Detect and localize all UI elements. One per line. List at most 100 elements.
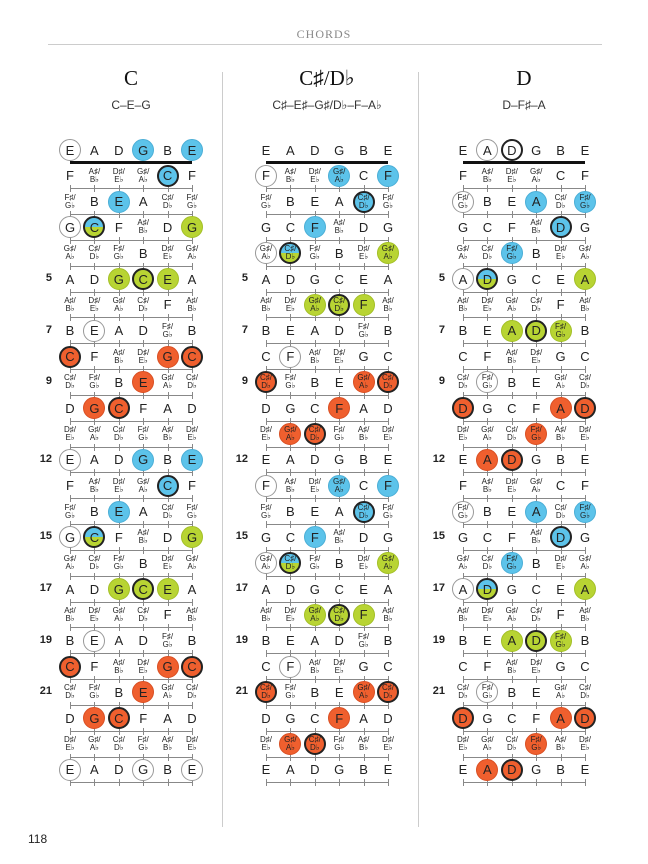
fret-line xyxy=(70,756,192,758)
chord-note-marker: G xyxy=(59,526,81,549)
string-tick xyxy=(94,676,96,684)
fret-note: A xyxy=(377,268,399,290)
root-note-marker: C xyxy=(59,345,81,368)
string-tick xyxy=(339,469,341,477)
fret-note: A xyxy=(83,139,105,161)
fret-note: A xyxy=(304,630,326,652)
fret-note: B xyxy=(501,371,523,393)
string-tick xyxy=(167,495,169,503)
chord-note-marker: F xyxy=(328,707,351,730)
string-tick xyxy=(487,546,489,554)
fret-note: D♯/E♭ xyxy=(157,552,179,574)
fret-note: A♯/B♭ xyxy=(181,604,203,626)
fret-note: C♯/D♭ xyxy=(525,294,547,316)
string-tick xyxy=(118,262,120,270)
fret-line xyxy=(70,239,192,241)
note-label: F xyxy=(188,478,196,494)
string-tick xyxy=(143,572,145,580)
fret-note: F xyxy=(525,707,547,729)
string-tick xyxy=(192,546,193,554)
string-tick xyxy=(118,495,120,503)
fret-note: F♯/G♭ xyxy=(377,191,399,213)
note-label: F♯/G♭ xyxy=(457,192,469,210)
note-label: A♯/B♭ xyxy=(284,476,297,494)
string-tick xyxy=(290,753,292,761)
string-tick xyxy=(290,572,292,580)
note-label: A♯/B♭ xyxy=(64,295,76,313)
note-label: G xyxy=(334,762,345,778)
note-label: D xyxy=(310,142,320,158)
string-tick xyxy=(118,650,120,658)
fret-note: F♯/G♭ xyxy=(328,733,350,755)
fret-note: A♯/B♭ xyxy=(157,733,179,755)
string-tick xyxy=(585,262,586,270)
fret-line xyxy=(70,214,192,216)
fret-note: C♯/D♭ xyxy=(452,371,474,393)
note-label: G♯/A♭ xyxy=(381,244,395,262)
string-tick xyxy=(94,469,96,477)
string-tick xyxy=(70,753,71,761)
fret-line xyxy=(70,679,192,681)
note-label: C♯/D♭ xyxy=(64,373,76,391)
note-label: E xyxy=(507,194,517,210)
note-label: F♯/G♭ xyxy=(284,373,296,391)
note-label: D♯/E♭ xyxy=(137,347,150,365)
note-label: C xyxy=(531,271,541,287)
note-label: F♯/G♭ xyxy=(260,192,272,210)
string-tick xyxy=(290,624,292,632)
note-label: E xyxy=(65,142,75,158)
string-tick xyxy=(192,753,193,761)
note-label: G♯/A♭ xyxy=(185,244,199,262)
fret-note: G xyxy=(279,397,301,419)
column-divider xyxy=(222,72,223,827)
fret-note: F xyxy=(452,475,474,497)
string-tick xyxy=(487,572,489,580)
string-tick xyxy=(388,340,389,348)
fret-note: E xyxy=(452,759,474,781)
string-tick xyxy=(266,753,267,761)
note-label: D♯/E♭ xyxy=(260,735,272,753)
note-label: B xyxy=(580,633,590,649)
fret-note: A♯/B♭ xyxy=(157,423,179,445)
fret-note: B xyxy=(574,630,596,652)
root-note-marker: C♯/D♭ xyxy=(303,733,326,756)
fret-note: G♯/A♭ xyxy=(476,733,498,755)
string-tick xyxy=(463,469,464,477)
fret-note: D♯/E♭ xyxy=(157,242,179,264)
string-tick xyxy=(339,262,341,270)
note-label: A xyxy=(458,271,468,287)
note-label: D♯/E♭ xyxy=(186,425,198,443)
fret-note: E xyxy=(574,449,596,471)
fret-note: C xyxy=(574,346,596,368)
chord-note-marker: E xyxy=(181,448,203,471)
fret-note: D♯/E♭ xyxy=(181,733,203,755)
note-label: G xyxy=(260,529,272,545)
note-label: G xyxy=(555,349,566,365)
fret-note: A xyxy=(304,320,326,342)
string-tick xyxy=(585,340,586,348)
string-tick xyxy=(167,779,169,787)
fret-note: A♯/B♭ xyxy=(83,475,105,497)
string-tick xyxy=(487,417,489,425)
fret-note: E xyxy=(279,320,301,342)
note-label: D♯/E♭ xyxy=(161,244,174,262)
string-tick xyxy=(560,676,562,684)
note-label: B xyxy=(163,452,172,468)
note-label: D♯/E♭ xyxy=(333,347,346,365)
note-label: A xyxy=(286,142,295,158)
string-tick xyxy=(94,443,96,451)
string-tick xyxy=(363,211,365,219)
note-label: A xyxy=(531,194,541,210)
note-label: F xyxy=(335,710,344,726)
note-label: F♯/G♭ xyxy=(457,502,469,520)
chord-note-marker: E xyxy=(59,139,81,161)
fret-note: F♯/G♭ xyxy=(304,552,326,574)
string-tick xyxy=(560,598,562,606)
fret-note: C xyxy=(377,656,399,678)
string-tick xyxy=(167,753,169,761)
note-label: F xyxy=(556,607,565,623)
note-label: B xyxy=(359,762,368,778)
string-tick xyxy=(94,779,96,787)
string-tick xyxy=(560,727,562,735)
fret-line xyxy=(70,394,192,396)
